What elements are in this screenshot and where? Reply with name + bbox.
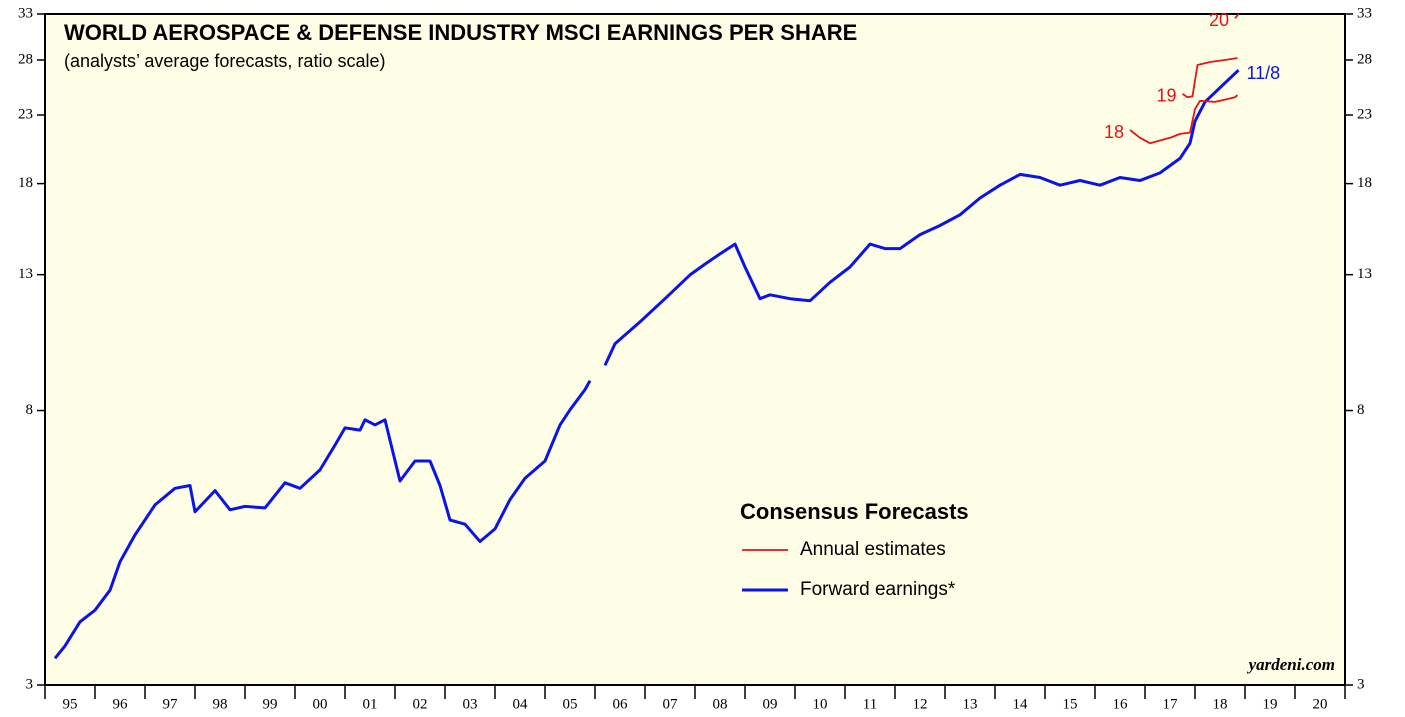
y-tick-label: 8 [26,402,34,418]
x-tick-label: 97 [163,696,179,712]
x-tick-label: 13 [963,696,978,712]
y-tick-label: 18 [18,175,33,191]
legend-title: Consensus Forecasts [740,499,969,524]
legend-label: Annual estimates [800,539,946,560]
y-tick-label: 13 [1357,266,1372,282]
annual-line [1181,57,1238,99]
x-tick-label: 95 [63,696,78,712]
x-tick-label: 99 [263,696,278,712]
x-tick-label: 10 [813,696,828,712]
x-tick-label: 18 [1213,696,1228,712]
x-tick-label: 12 [913,696,928,712]
y-tick-label: 33 [1357,5,1372,21]
x-tick-label: 16 [1113,696,1129,712]
x-tick-label: 01 [363,696,378,712]
x-tick-label: 96 [113,696,129,712]
x-tick-label: 00 [313,696,328,712]
chart-title: WORLD AEROSPACE & DEFENSE INDUSTRY MSCI … [64,20,857,45]
y-tick-label: 33 [18,5,33,21]
y-tick-label: 18 [1357,175,1372,191]
y-tick-label: 23 [18,106,33,122]
x-tick-label: 06 [613,696,629,712]
segment-label: 19 [1156,86,1176,106]
chart-subtitle: (analysts’ average forecasts, ratio scal… [64,51,385,71]
x-tick-label: 14 [1013,696,1029,712]
y-tick-label: 28 [1357,51,1372,67]
x-tick-label: 05 [563,696,578,712]
x-tick-label: 07 [663,696,679,712]
segment-label: 18 [1104,122,1124,142]
x-tick-label: 08 [713,696,728,712]
x-tick-label: 15 [1063,696,1078,712]
end-label: 11/8 [1247,63,1281,83]
x-tick-label: 19 [1263,696,1278,712]
y-tick-label: 13 [18,266,33,282]
y-tick-label: 3 [26,676,34,692]
legend-label: Forward earnings* [800,579,956,600]
x-tick-label: 02 [413,696,428,712]
x-tick-label: 04 [513,696,529,712]
y-tick-label: 23 [1357,106,1372,122]
x-tick-label: 20 [1313,696,1328,712]
x-tick-label: 03 [463,696,478,712]
annual-line [1234,13,1240,19]
x-tick-label: 11 [863,696,877,712]
annual-line [1129,94,1239,145]
x-tick-label: 09 [763,696,778,712]
y-tick-label: 28 [18,51,33,67]
source: yardeni.com [1247,655,1335,674]
x-tick-label: 98 [213,696,228,712]
plot-area [44,13,1346,686]
forward-line [53,69,1240,660]
y-tick-label: 3 [1357,676,1365,692]
x-tick-label: 17 [1163,696,1179,712]
y-tick-label: 8 [1357,402,1365,418]
segment-label: 20 [1209,10,1229,30]
